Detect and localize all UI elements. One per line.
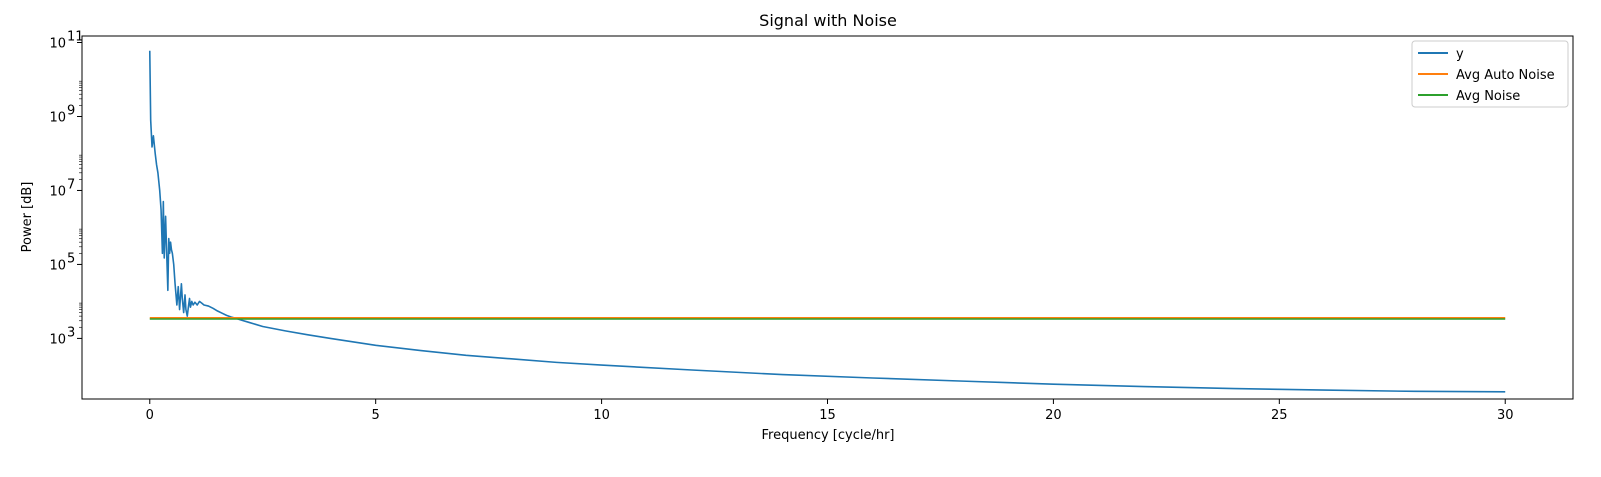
legend-label-avg-auto-noise: Avg Auto Noise: [1456, 68, 1555, 83]
y-tick-base: 10: [49, 184, 66, 199]
y-tick-label: 10: [49, 332, 66, 347]
series-line-y: [148, 50, 1506, 393]
y-tick-base: 10: [49, 37, 66, 52]
y-tick-exponent: 11: [67, 30, 84, 45]
y-tick-label: 10: [49, 184, 66, 199]
y-tick-label: 10: [49, 37, 66, 52]
y-tick-exponent: 9: [67, 103, 75, 118]
y-tick-base: 10: [49, 110, 66, 125]
x-tick-label: 25: [1271, 408, 1288, 423]
y-tick-exponent: 3: [67, 325, 75, 340]
y-tick-label: 10: [49, 258, 66, 273]
x-tick-label: 10: [593, 408, 610, 423]
y-axis-label: Power [dB]: [20, 182, 35, 253]
y-tick-label: 10: [49, 110, 66, 125]
y-tick-exponent: 5: [67, 251, 75, 266]
legend-label-avg-noise: Avg Noise: [1456, 89, 1520, 104]
y-tick-exponent: 7: [67, 177, 75, 192]
x-axis: 0 5 10 15 20 25 30: [146, 399, 1514, 423]
x-tick-label: 30: [1497, 408, 1514, 423]
legend: y Avg Auto Noise Avg Noise: [1411, 40, 1569, 108]
series-layer: [148, 50, 1506, 393]
x-tick-label: 0: [146, 408, 154, 423]
x-tick-label: 20: [1045, 408, 1062, 423]
y-tick-base: 10: [49, 332, 66, 347]
y-tick-base: 10: [49, 258, 66, 273]
legend-box: [1411, 40, 1569, 108]
x-axis-label: Frequency [cycle/hr]: [762, 428, 895, 443]
chart-title: Signal with Noise: [759, 11, 897, 30]
legend-label-y: y: [1456, 47, 1464, 62]
x-tick-label: 5: [372, 408, 380, 423]
x-tick-label: 15: [819, 408, 836, 423]
